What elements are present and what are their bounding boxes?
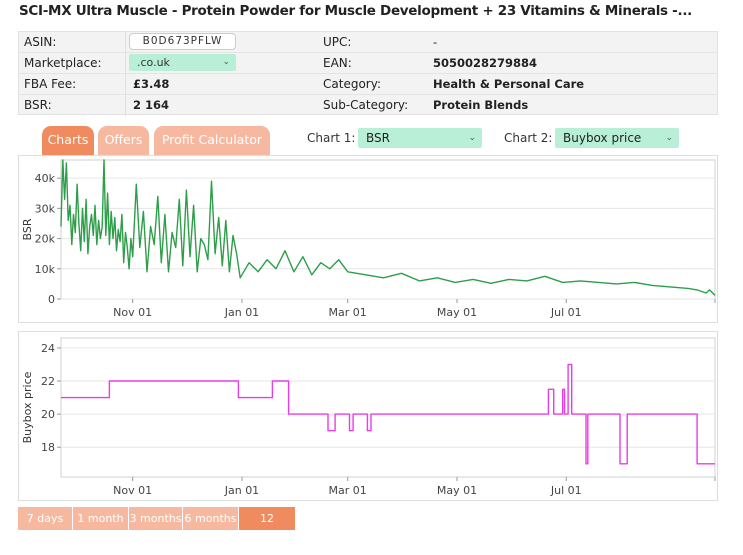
marketplace-label: Marketplace: (24, 56, 102, 70)
x-tick-label: Jan 01 (224, 484, 259, 497)
chevron-down-icon: ⌄ (222, 57, 230, 67)
product-title: SCI-MX Ultra Muscle - Protein Powder for… (19, 3, 692, 19)
subcategory-value: Protein Blends (433, 98, 529, 112)
plot-area (60, 337, 716, 478)
series-line (61, 363, 715, 465)
upc-label: UPC: (323, 35, 352, 49)
chart2-label: Chart 2: (504, 131, 553, 145)
y-tick-label: 0 (48, 293, 55, 306)
fba-fee-value: £3.48 (133, 77, 170, 91)
divider (125, 53, 126, 73)
x-tick-label: May 01 (437, 306, 477, 319)
product-info-table: ASIN: B0D673PFLW UPC: - Marketplace: .co… (18, 31, 718, 116)
buybox-price-chart: 18 20 22 24 Nov 01 Jan 01 Mar 01 May 01 Jul 01 Bu… (21, 337, 716, 497)
range-7-days[interactable]: 7 days (18, 507, 72, 530)
ean-value: 5050028279884 (433, 56, 538, 70)
chart2-value: Buybox price (563, 131, 642, 145)
tab-offers[interactable]: Offers (98, 126, 149, 155)
y-tick-label: 10k (35, 263, 56, 276)
chevron-down-icon: ⌄ (468, 133, 476, 143)
y-tick-label: 40k (35, 172, 56, 185)
marketplace-value: .co.uk (137, 56, 170, 69)
category-value: Health & Personal Care (433, 77, 585, 91)
x-tick-label: Mar 01 (329, 306, 367, 319)
chart1-label: Chart 1: (307, 131, 356, 145)
divider (125, 95, 126, 116)
x-tick-label: Mar 01 (329, 484, 367, 497)
info-row-asin: ASIN: B0D673PFLW UPC: - (19, 32, 717, 53)
y-axis-label: Buybox price (21, 371, 34, 443)
tab-profit-calculator[interactable]: Profit Calculator (154, 126, 270, 155)
bsr-chart-panel: 0 10k 20k 30k 40k Nov 01 Jan 01 Mar 01 May 01 Jul… (18, 155, 718, 323)
subcategory-label: Sub-Category: (323, 98, 409, 112)
info-row-marketplace: Marketplace: .co.uk ⌄ EAN: 5050028279884 (19, 53, 717, 74)
bsr-label: BSR: (24, 98, 52, 112)
x-tick-label: Nov 01 (113, 484, 152, 497)
tab-charts[interactable]: Charts (42, 126, 94, 155)
series-line (60, 159, 716, 296)
info-row-fba: FBA Fee: £3.48 Category: Health & Person… (19, 74, 717, 95)
bsr-chart: 0 10k 20k 30k 40k Nov 01 Jan 01 Mar 01 May 01 Jul… (21, 159, 716, 319)
fba-fee-label: FBA Fee: (24, 77, 77, 91)
time-range-selector: 7 days 1 month 3 months 6 months 12 mont… (18, 507, 296, 548)
y-tick-label: 30k (35, 202, 56, 215)
x-tick-label: Jul 01 (550, 306, 582, 319)
x-tick-label: Jul 01 (550, 484, 582, 497)
range-6-months[interactable]: 6 months (183, 507, 238, 530)
chart1-select[interactable]: BSR ⌄ (358, 128, 482, 148)
y-tick-label: 18 (41, 441, 55, 454)
chart1-value: BSR (366, 131, 390, 145)
divider (125, 32, 126, 52)
asin-input[interactable]: B0D673PFLW (129, 33, 236, 50)
asin-label: ASIN: (24, 35, 57, 49)
x-tick-label: May 01 (437, 484, 477, 497)
ean-label: EAN: (323, 56, 352, 70)
range-1-month[interactable]: 1 month (73, 507, 128, 530)
info-row-bsr: BSR: 2 164 Sub-Category: Protein Blends (19, 95, 717, 116)
range-12-months[interactable]: 12 months (239, 507, 295, 548)
y-tick-label: 20k (35, 233, 56, 246)
bsr-value: 2 164 (133, 98, 170, 112)
chart2-select[interactable]: Buybox price ⌄ (555, 128, 679, 148)
upc-value: - (433, 35, 438, 49)
x-tick-label: Jan 01 (224, 306, 259, 319)
y-tick-label: 22 (41, 375, 55, 388)
range-3-months[interactable]: 3 months (129, 507, 182, 530)
chevron-down-icon: ⌄ (665, 133, 673, 143)
y-tick-label: 24 (41, 342, 55, 355)
x-tick-label: Nov 01 (113, 306, 152, 319)
buybox-chart-panel: 18 20 22 24 Nov 01 Jan 01 Mar 01 May 01 Jul 01 Bu… (18, 331, 718, 501)
y-tick-label: 20 (41, 408, 55, 421)
divider (125, 74, 126, 94)
category-label: Category: (323, 77, 381, 91)
marketplace-select[interactable]: .co.uk ⌄ (129, 54, 236, 71)
y-axis-label: BSR (21, 218, 34, 240)
